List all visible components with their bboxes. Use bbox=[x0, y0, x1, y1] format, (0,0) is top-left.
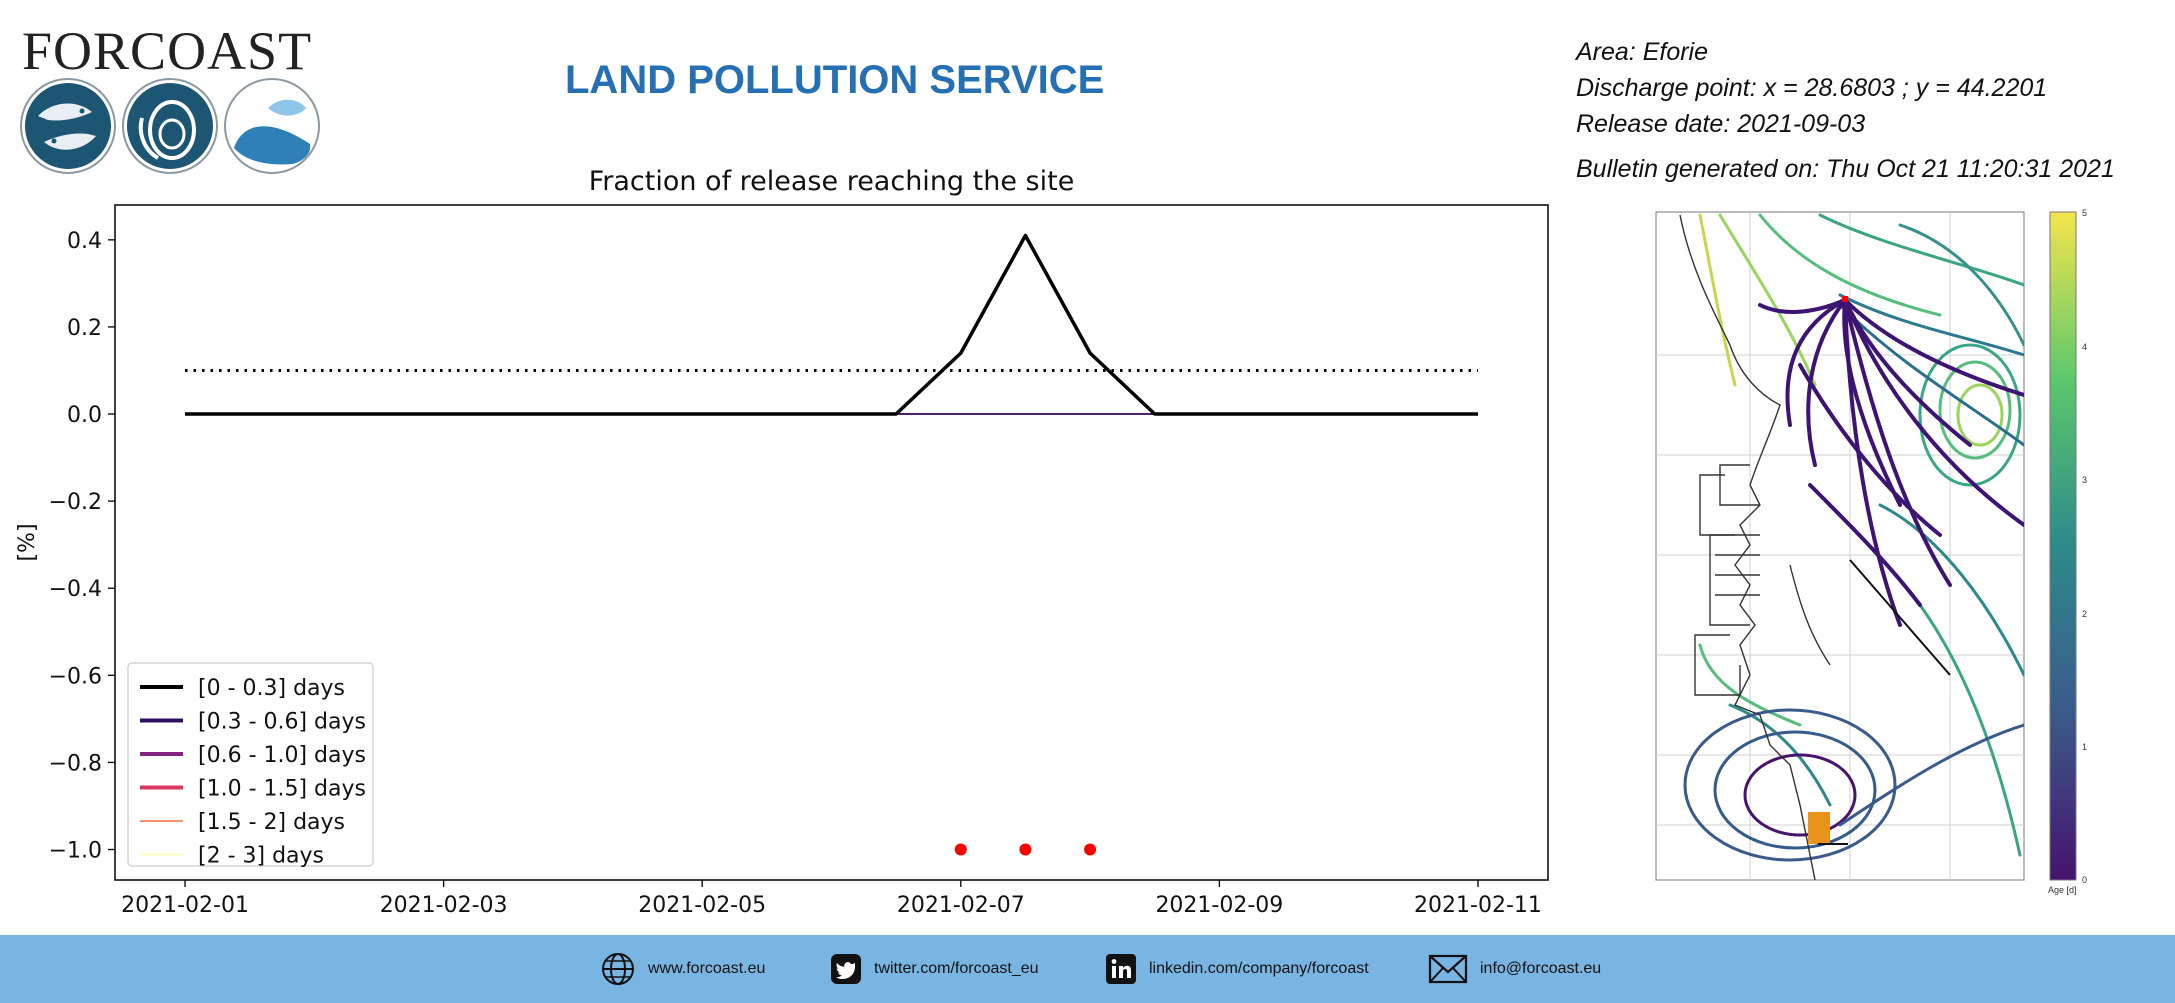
forcoast-logo-icons bbox=[20, 78, 320, 174]
colorbar-tick: 2 bbox=[2082, 609, 2087, 619]
x-tick-label: 2021-02-01 bbox=[121, 893, 249, 918]
x-tick-label: 2021-02-05 bbox=[638, 893, 766, 918]
colorbar-tick: 5 bbox=[2082, 208, 2087, 218]
linkedin-link[interactable]: linkedin.com/company/forcoast bbox=[1105, 935, 1369, 1003]
x-tick-label: 2021-02-11 bbox=[1414, 893, 1542, 918]
email-link[interactable]: info@forcoast.eu bbox=[1428, 935, 1601, 1003]
y-tick-label: −0.6 bbox=[49, 664, 102, 689]
trajectory-map: 5 4 3 2 1 0 Age [d] bbox=[1655, 208, 2087, 895]
y-tick-label: 0.4 bbox=[67, 229, 102, 254]
section-line bbox=[1849, 559, 1951, 676]
map-content bbox=[1656, 212, 2024, 880]
bulletin-generated-label: Bulletin generated on: Thu Oct 21 11:20:… bbox=[1576, 155, 2115, 183]
twitter-icon bbox=[831, 954, 861, 984]
x-tick-label: 2021-02-09 bbox=[1155, 893, 1283, 918]
shell-logo-icon bbox=[224, 78, 320, 174]
map-frame bbox=[1655, 211, 2025, 881]
fish-logo-icon bbox=[20, 78, 116, 174]
y-tick-label: −1.0 bbox=[49, 839, 102, 864]
colorbar-tick: 1 bbox=[2082, 742, 2087, 752]
chart-title: Fraction of release reaching the site bbox=[588, 166, 1075, 197]
colorbar-tick: 4 bbox=[2082, 342, 2087, 352]
x-tick-label: 2021-02-03 bbox=[380, 893, 508, 918]
y-tick-label: 0.2 bbox=[67, 316, 102, 341]
footer-bar: www.forcoast.eu twitter.com/forcoast_eu … bbox=[0, 935, 2175, 1003]
legend-label: [2 - 3] days bbox=[198, 844, 324, 869]
colorbar-tick: 3 bbox=[2082, 475, 2087, 485]
y-tick-label: −0.8 bbox=[49, 751, 102, 776]
mail-icon bbox=[1428, 954, 1468, 984]
website-link[interactable]: www.forcoast.eu bbox=[600, 935, 765, 1003]
fraction-chart: 0.4 0.2 0.0 −0.2 −0.4 −0.6 −0.8 −1.0 2021-02-01 2… bbox=[15, 204, 1549, 918]
area-label: Area: Eforie bbox=[1576, 38, 1709, 66]
globe-icon bbox=[602, 953, 634, 985]
legend-label: [1.5 - 2] days bbox=[198, 810, 345, 835]
colorbar-label: Age [d] bbox=[2048, 885, 2077, 895]
service-title: LAND POLLUTION SERVICE bbox=[565, 58, 1105, 102]
colorbar bbox=[2049, 211, 2077, 881]
discharge-point-label: Discharge point: x = 28.6803 ; y = 44.22… bbox=[1576, 74, 2048, 102]
x-tick-label: 2021-02-07 bbox=[897, 893, 1025, 918]
legend-label: [0.3 - 0.6] days bbox=[198, 710, 366, 735]
coastline bbox=[1679, 214, 1831, 880]
legend-box bbox=[127, 662, 374, 867]
release-date-label: Release date: 2021-09-03 bbox=[1576, 110, 1866, 138]
linkedin-label: linkedin.com/company/forcoast bbox=[1149, 960, 1369, 977]
oyster-logo-icon bbox=[122, 78, 218, 174]
y-tick-label: 0.0 bbox=[67, 403, 102, 428]
colorbar-tick: 0 bbox=[2082, 875, 2087, 885]
legend-label: [0 - 0.3] days bbox=[198, 676, 345, 701]
y-tick-label: −0.2 bbox=[49, 490, 102, 515]
y-tick-label: −0.4 bbox=[49, 577, 102, 602]
discharge-point-marker bbox=[1842, 296, 1848, 302]
red-marker bbox=[954, 843, 967, 856]
legend-label: [0.6 - 1.0] days bbox=[198, 743, 366, 768]
red-marker bbox=[1084, 843, 1097, 856]
colorbar-ticks: 5 4 3 2 1 0 bbox=[2082, 208, 2087, 885]
email-label: info@forcoast.eu bbox=[1480, 960, 1602, 977]
recent-trajectories bbox=[1758, 298, 2024, 627]
series-line bbox=[185, 233, 1478, 416]
red-marker bbox=[1019, 843, 1032, 856]
website-label: www.forcoast.eu bbox=[648, 960, 766, 977]
twitter-label: twitter.com/forcoast_eu bbox=[874, 960, 1039, 977]
twitter-link[interactable]: twitter.com/forcoast_eu bbox=[830, 935, 1039, 1003]
linkedin-icon bbox=[1106, 954, 1136, 984]
y-axis-label: [%] bbox=[15, 523, 40, 561]
age-trajectories bbox=[1683, 213, 2024, 862]
forcoast-logo-text: FORCOAST bbox=[22, 21, 313, 81]
site-box bbox=[1808, 812, 1830, 844]
legend-label: [1.0 - 1.5] days bbox=[198, 777, 366, 802]
